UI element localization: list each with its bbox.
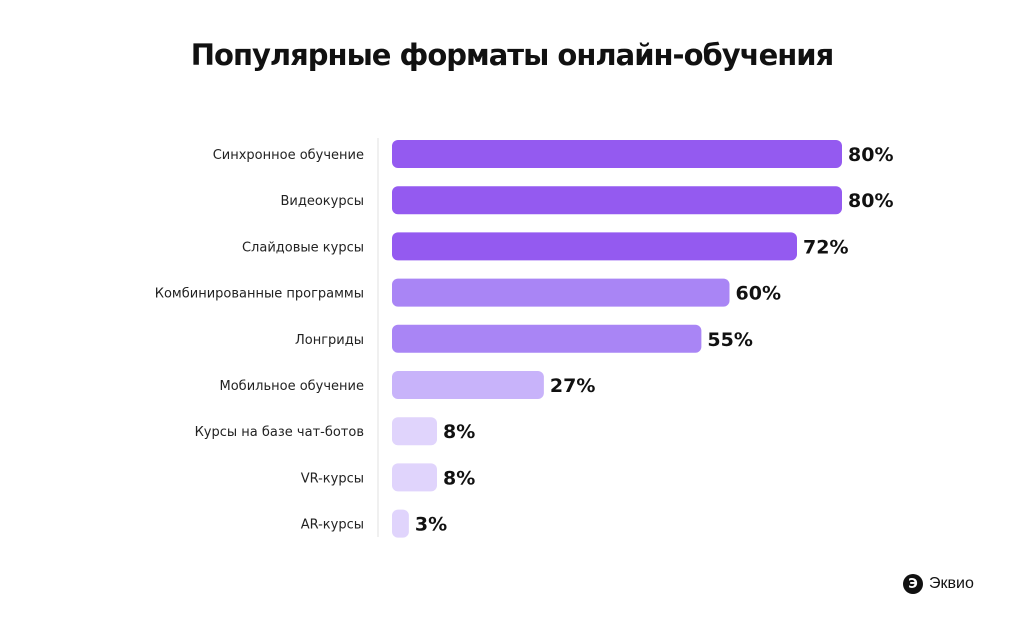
category-label: Мобильное обучение (220, 379, 364, 394)
bar (392, 140, 842, 168)
data-label: 80% (848, 144, 893, 166)
data-label: 8% (443, 467, 475, 489)
bar (392, 278, 730, 307)
bar (392, 371, 544, 399)
bar (392, 232, 797, 261)
bar (392, 417, 437, 446)
bar (392, 509, 409, 538)
data-label: 55% (707, 329, 752, 351)
chart-title: Популярные форматы онлайн-обучения (190, 38, 834, 72)
category-label: Видеокурсы (280, 194, 364, 209)
brand-logo-icon: Э (903, 574, 923, 594)
bar (392, 186, 842, 215)
data-label: 8% (443, 421, 475, 443)
category-label: Синхронное обучение (213, 148, 364, 163)
category-label: Лонгриды (295, 333, 364, 348)
data-label: 27% (550, 375, 595, 397)
category-label: VR-курсы (301, 471, 364, 486)
data-label: 3% (415, 514, 447, 536)
brand-name: Эквио (929, 575, 974, 592)
data-label: 80% (848, 190, 893, 212)
bar (392, 463, 437, 492)
category-label: Курсы на базе чат-ботов (195, 425, 364, 440)
category-label: Слайдовые курсы (242, 240, 364, 255)
data-label: 72% (803, 236, 848, 258)
bar (392, 324, 702, 353)
category-label: Комбинированные программы (155, 287, 364, 302)
category-label: AR-курсы (301, 518, 364, 533)
brand-logo: Э Эквио (903, 574, 974, 594)
data-label: 60% (736, 283, 781, 305)
